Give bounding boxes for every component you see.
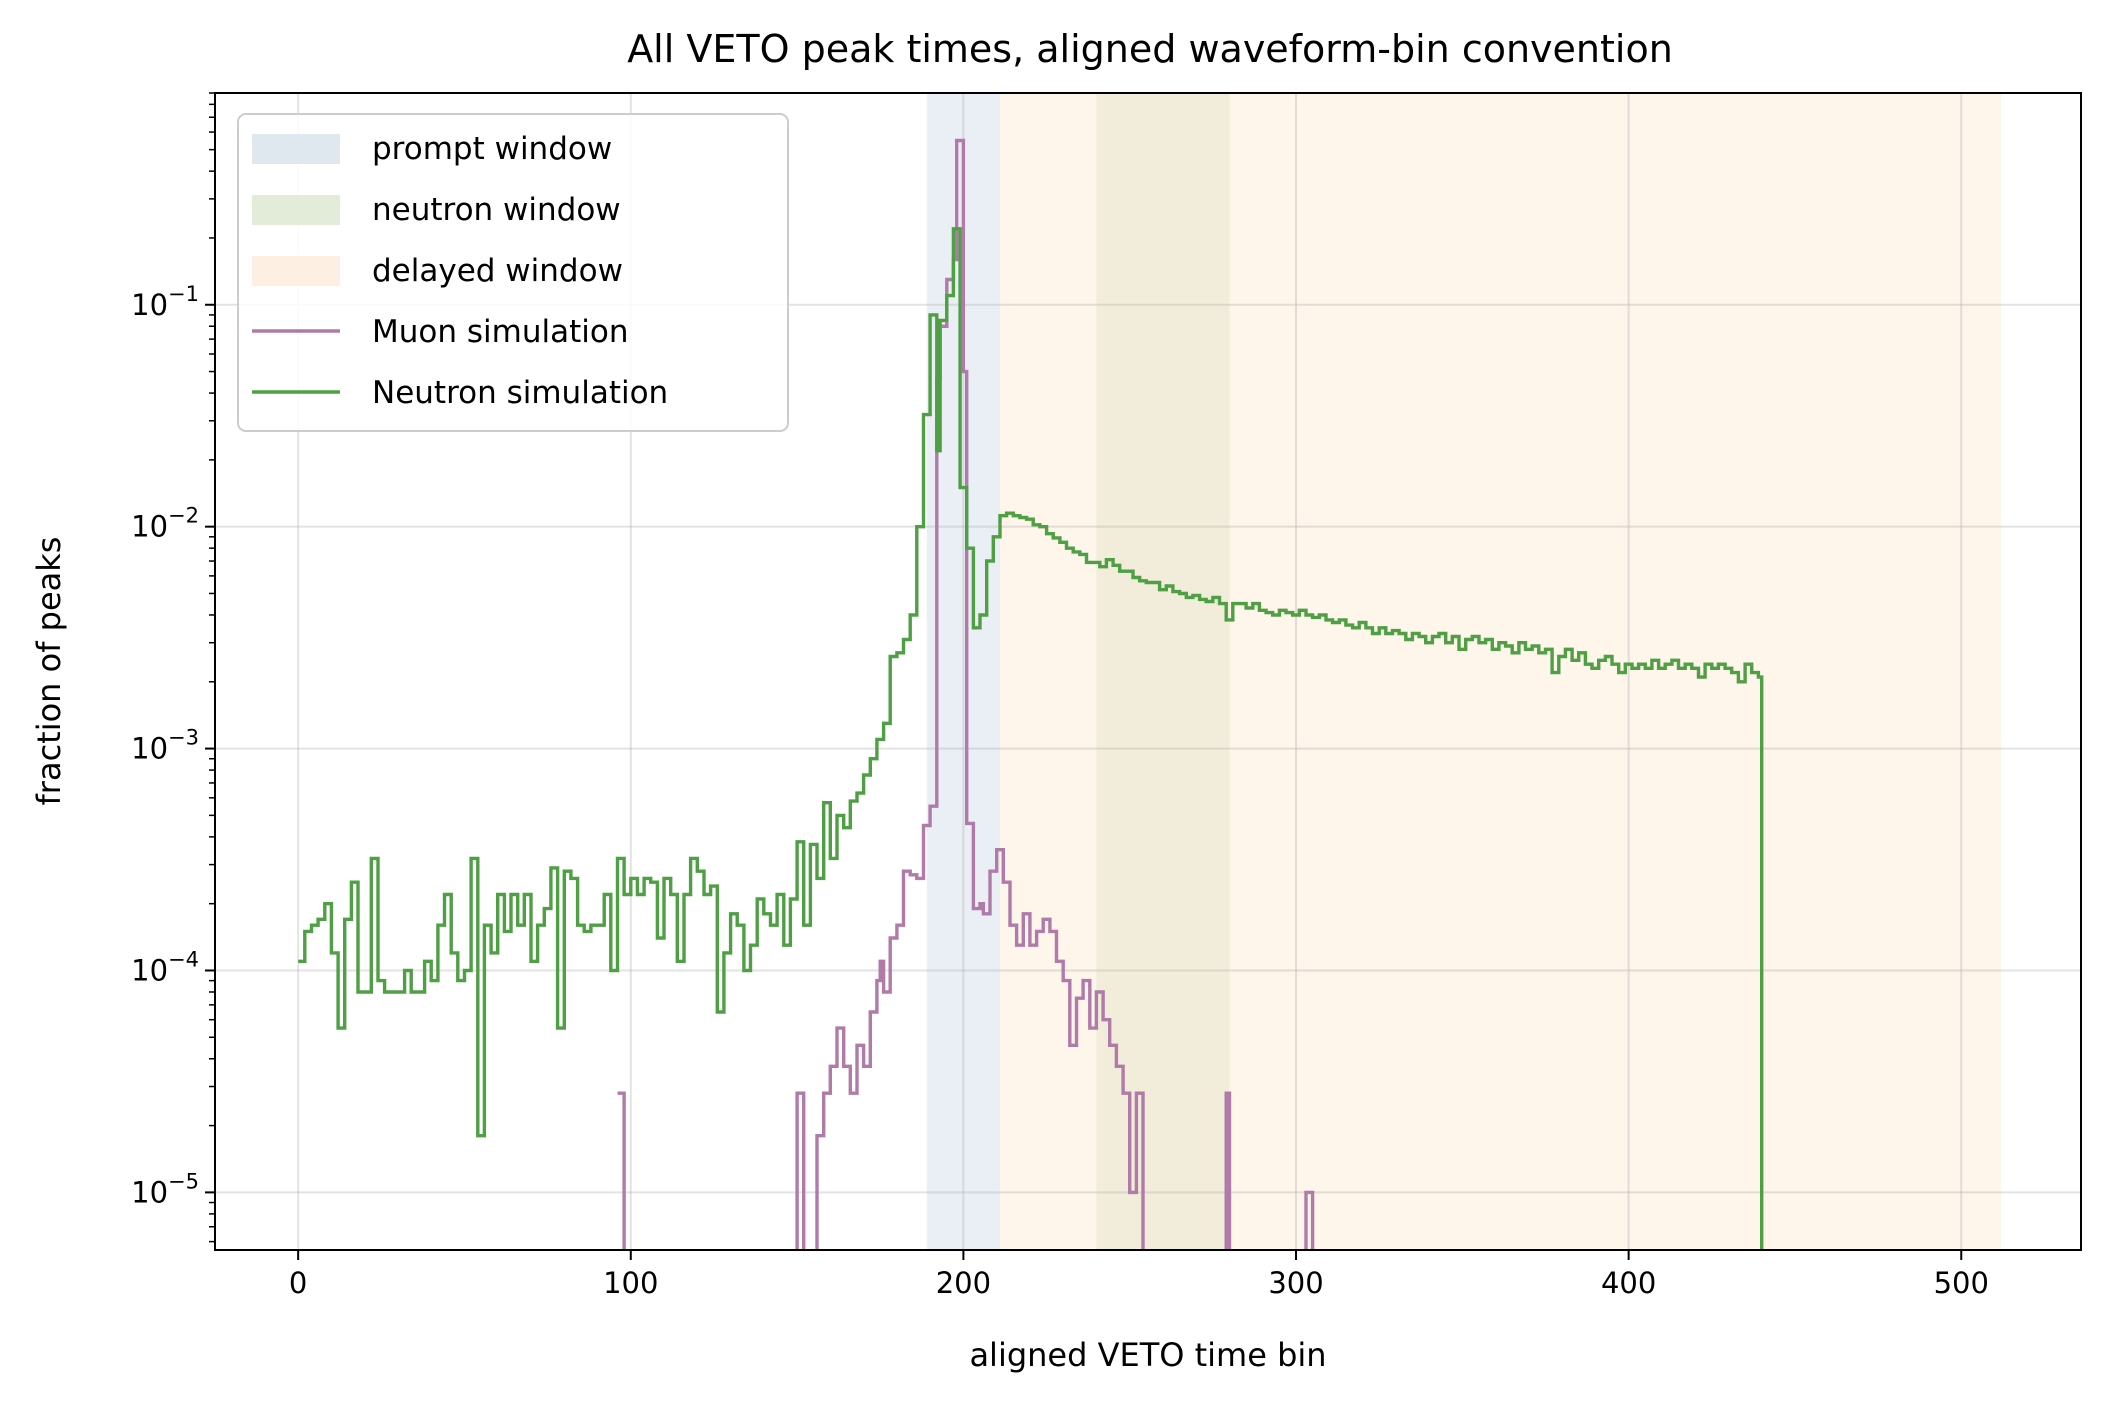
series-line-neutron xyxy=(298,227,1764,1250)
y-tick-label: 10−5 xyxy=(131,1169,199,1209)
x-tick-label: 100 xyxy=(603,1266,658,1300)
legend-label: Neutron simulation xyxy=(372,375,668,411)
y-tick-label: 10−3 xyxy=(131,726,199,766)
legend-box xyxy=(237,113,789,432)
x-tick-label: 400 xyxy=(1601,1266,1656,1300)
plot-frame xyxy=(214,92,2082,1251)
x-tick-label: 500 xyxy=(1934,1266,1989,1300)
series-layer xyxy=(298,138,1764,1250)
legend: prompt window neutron window delayed windo… xyxy=(237,113,789,432)
legend-label: Muon simulation xyxy=(372,314,628,350)
window-band-neutron xyxy=(1096,93,1230,1250)
x-axis-label: aligned VETO time bin xyxy=(969,1336,1326,1374)
window-bands xyxy=(926,93,2002,1250)
x-tick-label: 300 xyxy=(1268,1266,1323,1300)
x-tick-label: 200 xyxy=(936,1266,991,1300)
y-axis-ticks: 10−5 10−4 10−3 10−2 10−1 xyxy=(131,92,215,1243)
legend-swatch-neutron xyxy=(252,195,340,225)
y-tick-label: 10−1 xyxy=(131,282,199,322)
x-axis-ticks: 0 100 200 300 400 500 xyxy=(289,1250,1989,1300)
legend-label: neutron window xyxy=(372,192,621,228)
legend-label: prompt window xyxy=(372,131,612,167)
legend-label: delayed window xyxy=(372,253,623,289)
y-tick-label: 10−4 xyxy=(131,947,199,987)
y-axis-label: fraction of peaks xyxy=(30,537,68,806)
window-band-delayed xyxy=(999,93,2002,1250)
series-line-muon xyxy=(617,138,1315,1250)
legend-swatch-prompt xyxy=(252,134,340,164)
y-tick-label: 10−2 xyxy=(131,504,199,544)
x-tick-label: 0 xyxy=(289,1266,307,1300)
legend-swatch-delayed xyxy=(252,256,340,286)
chart-title: All VETO peak times, aligned waveform-bi… xyxy=(627,27,1673,71)
